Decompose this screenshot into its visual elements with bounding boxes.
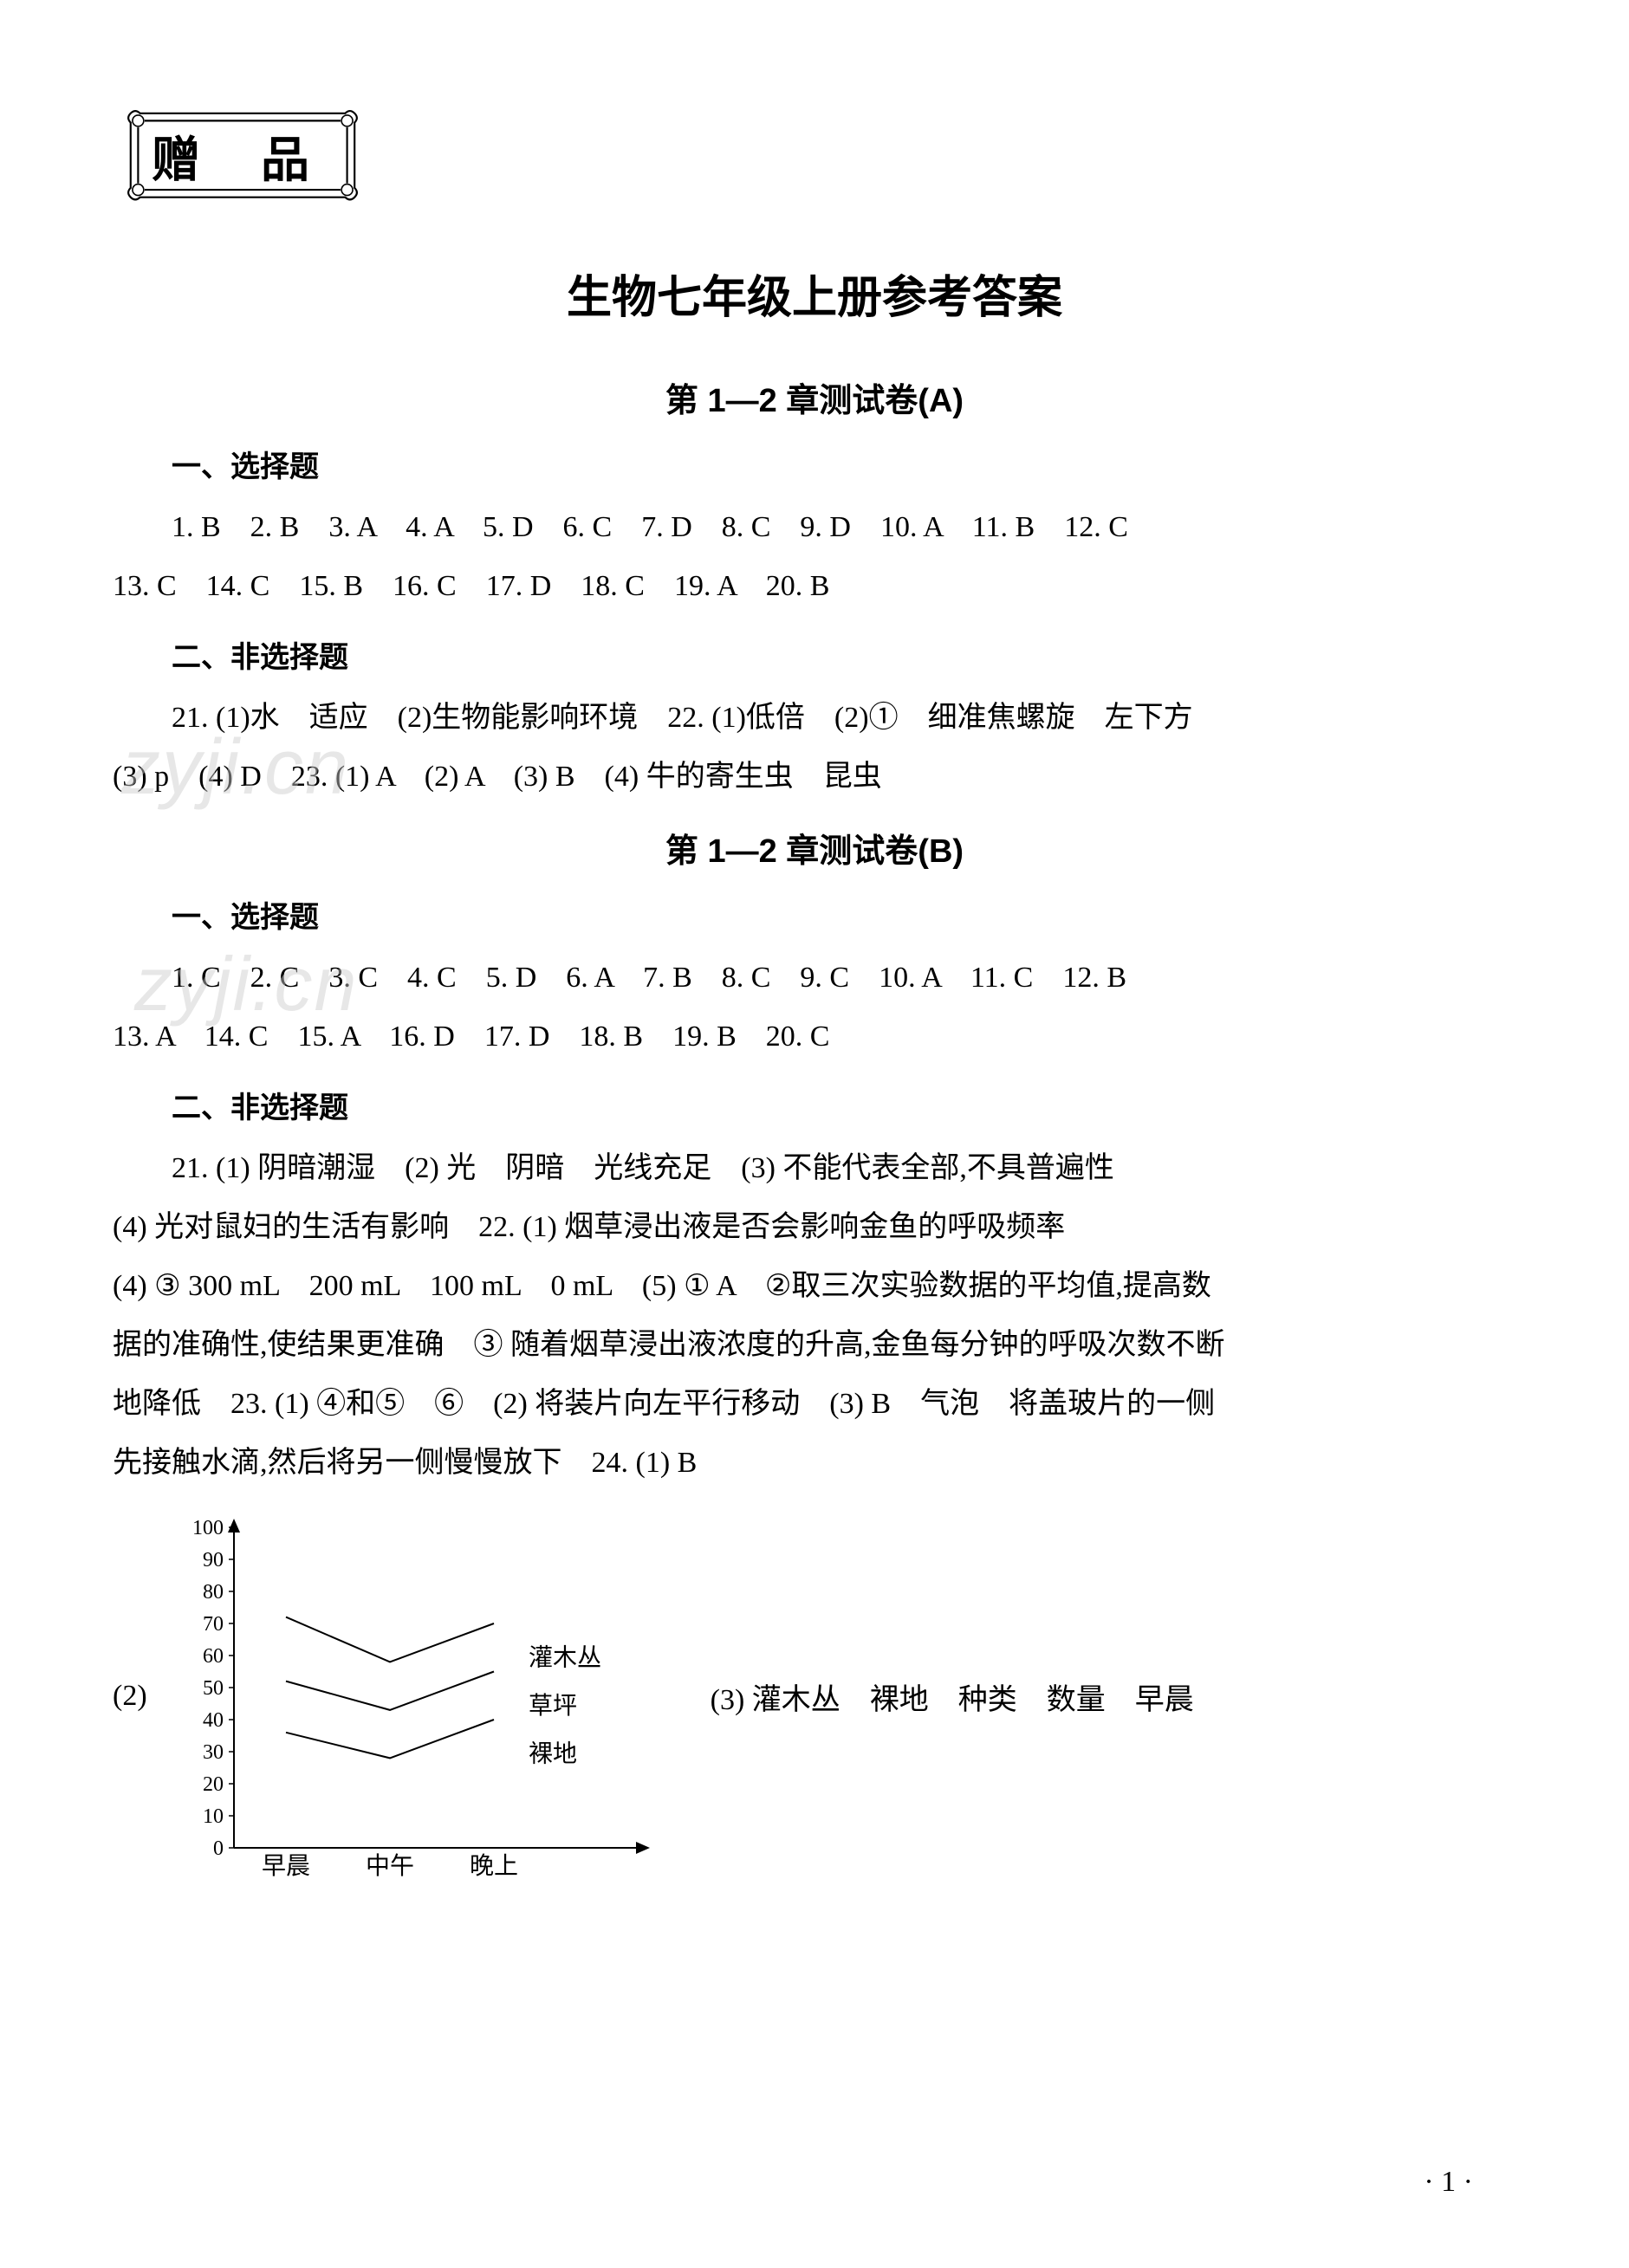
svg-text:早晨: 早晨 bbox=[262, 1853, 310, 1880]
test-b-sec1-heading: 一、选择题 bbox=[113, 893, 1516, 936]
test-a-sec2-line2: (3) p (4) D 23. (1) A (2) A (3) B (4) 牛的… bbox=[113, 748, 1516, 807]
main-title: 生物七年级上册参考答案 bbox=[113, 261, 1516, 326]
svg-text:灌木丛: 灌木丛 bbox=[529, 1643, 601, 1671]
test-b-sec1-line2: 13. A 14. C 15. A 16. D 17. D 18. B 19. … bbox=[113, 1008, 1516, 1066]
svg-text:中午: 中午 bbox=[366, 1852, 414, 1880]
svg-text:100: 100 bbox=[192, 1517, 224, 1539]
svg-text:30: 30 bbox=[203, 1741, 224, 1764]
line-chart-svg: 0 10 20 30 40 50 60 70 80 90 100 早晨 中午 晚上 灌木丛草坪裸地 bbox=[156, 1510, 676, 1882]
chart-suffix: (3) 灌木丛 裸地 种类 数量 早晨 bbox=[711, 1675, 1194, 1718]
gift-label: 赠 品 bbox=[152, 134, 334, 188]
svg-text:裸地: 裸地 bbox=[529, 1740, 577, 1767]
svg-text:60: 60 bbox=[203, 1645, 224, 1668]
test-b-sec2-line6: 先接触水滴,然后将另一侧慢慢放下 24. (1) B bbox=[113, 1434, 1516, 1493]
chart-prefix: (2) bbox=[113, 1680, 147, 1713]
svg-text:0: 0 bbox=[213, 1837, 224, 1860]
svg-text:70: 70 bbox=[203, 1613, 224, 1636]
svg-text:晚上: 晚上 bbox=[470, 1852, 518, 1880]
test-a-sec2-line1: 21. (1)水 适应 (2)生物能影响环境 22. (1)低倍 (2)① 细准… bbox=[113, 689, 1516, 748]
page-number: · 1 · bbox=[1424, 2166, 1473, 2199]
chart-row: (2) 0102030405060708090100早晨中午晚上灌木丛草坪裸地 … bbox=[113, 1510, 1516, 1882]
test-b-sec2-line1: 21. (1) 阴暗潮湿 (2) 光 阴暗 光线充足 (3) 不能代表全部,不具… bbox=[113, 1139, 1516, 1198]
svg-text:80: 80 bbox=[203, 1581, 224, 1604]
test-b-title: 第 1—2 章测试卷(B) bbox=[113, 824, 1516, 872]
test-b-sec2-line5: 地降低 23. (1) ④和⑤ ⑥ (2) 将装片向左平行移动 (3) B 气泡… bbox=[113, 1375, 1516, 1434]
test-b-sec2-line2: (4) 光对鼠妇的生活有影响 22. (1) 烟草浸出液是否会影响金鱼的呼吸频率 bbox=[113, 1198, 1516, 1257]
svg-text:20: 20 bbox=[203, 1773, 224, 1796]
test-b-sec2-line4: 据的准确性,使结果更准确 ③ 随着烟草浸出液浓度的升高,金鱼每分钟的呼吸次数不断 bbox=[113, 1316, 1516, 1375]
test-a-sec1-heading: 一、选择题 bbox=[113, 443, 1516, 485]
test-a-sec2-heading: 二、非选择题 bbox=[113, 633, 1516, 676]
svg-text:10: 10 bbox=[203, 1805, 224, 1828]
svg-text:50: 50 bbox=[203, 1677, 224, 1700]
test-a-sec1-line2: 13. C 14. C 15. B 16. C 17. D 18. C 19. … bbox=[113, 557, 1516, 616]
test-a-title: 第 1—2 章测试卷(A) bbox=[113, 373, 1516, 421]
line-chart: 0 10 20 30 40 50 60 70 80 90 100 早晨 中午 晚上 灌木丛草坪裸地 bbox=[156, 1510, 676, 1882]
test-a-sec1-line1: 1. B 2. B 3. A 4. A 5. D 6. C 7. D 8. C … bbox=[113, 498, 1516, 557]
svg-text:40: 40 bbox=[203, 1709, 224, 1732]
svg-text:草坪: 草坪 bbox=[529, 1692, 577, 1720]
svg-text:90: 90 bbox=[203, 1549, 224, 1571]
test-b-sec2-line3: (4) ③ 300 mL 200 mL 100 mL 0 mL (5) ① A … bbox=[113, 1257, 1516, 1316]
test-b-sec2-heading: 二、非选择题 bbox=[113, 1084, 1516, 1126]
gift-stamp: 赠 品 bbox=[121, 104, 364, 209]
test-b-sec1-line1: 1. C 2. C 3. C 4. C 5. D 6. A 7. B 8. C … bbox=[113, 949, 1516, 1008]
